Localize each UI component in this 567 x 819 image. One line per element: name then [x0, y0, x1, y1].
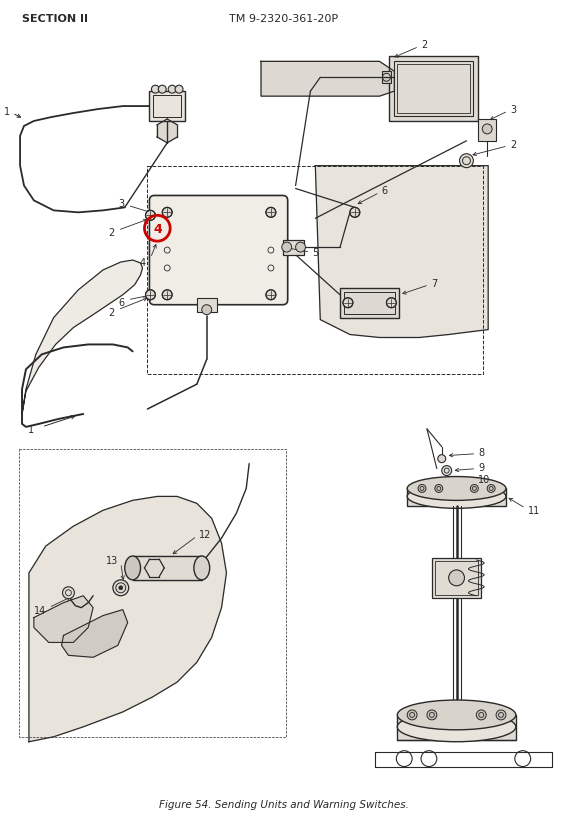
Polygon shape	[29, 497, 226, 742]
Bar	[154, 96, 181, 118]
Text: 13: 13	[105, 555, 118, 565]
Ellipse shape	[407, 477, 506, 500]
Text: SECTION II: SECTION II	[22, 14, 88, 24]
Ellipse shape	[125, 556, 141, 580]
Bar	[382, 72, 391, 84]
Circle shape	[427, 710, 437, 720]
FancyBboxPatch shape	[150, 197, 287, 305]
Circle shape	[282, 243, 291, 253]
Polygon shape	[261, 62, 395, 97]
Bar	[397, 715, 516, 740]
Text: 2: 2	[421, 40, 428, 51]
Circle shape	[387, 298, 396, 308]
Text: Figure 54. Sending Units and Warning Switches.: Figure 54. Sending Units and Warning Swi…	[159, 799, 409, 809]
Bar	[435, 561, 479, 595]
Circle shape	[146, 211, 155, 221]
Text: TM 9-2320-361-20P: TM 9-2320-361-20P	[229, 14, 338, 24]
Circle shape	[471, 485, 479, 493]
Text: 11: 11	[528, 505, 540, 516]
Circle shape	[418, 485, 426, 493]
Text: 12: 12	[199, 530, 211, 540]
Circle shape	[168, 86, 176, 94]
Text: 7: 7	[431, 278, 437, 288]
Circle shape	[266, 291, 276, 301]
Text: 5: 5	[312, 248, 319, 258]
Text: 6: 6	[382, 186, 388, 197]
Text: 6: 6	[119, 297, 125, 307]
Bar	[147, 166, 483, 375]
Text: 8: 8	[479, 447, 484, 457]
Bar	[19, 449, 286, 737]
Text: 4: 4	[139, 258, 146, 268]
Polygon shape	[315, 166, 488, 338]
Bar	[395, 62, 473, 117]
Polygon shape	[22, 260, 142, 414]
Circle shape	[483, 124, 492, 134]
Circle shape	[175, 86, 183, 94]
Ellipse shape	[397, 700, 516, 730]
Text: 2: 2	[109, 307, 115, 317]
Circle shape	[448, 570, 464, 586]
Bar	[340, 288, 399, 319]
Circle shape	[266, 208, 276, 218]
Circle shape	[487, 485, 495, 493]
Circle shape	[119, 586, 123, 590]
Bar	[432, 559, 481, 598]
Circle shape	[435, 485, 443, 493]
Circle shape	[151, 86, 159, 94]
Ellipse shape	[407, 485, 506, 509]
Bar	[150, 92, 185, 122]
Circle shape	[62, 587, 74, 599]
Circle shape	[113, 580, 129, 596]
Text: 1: 1	[28, 424, 34, 434]
Circle shape	[162, 291, 172, 301]
Circle shape	[459, 155, 473, 169]
Circle shape	[407, 710, 417, 720]
Circle shape	[202, 305, 211, 315]
Circle shape	[295, 243, 306, 253]
Circle shape	[350, 208, 360, 218]
Ellipse shape	[194, 556, 210, 580]
Circle shape	[158, 86, 166, 94]
Circle shape	[438, 455, 446, 463]
Circle shape	[162, 208, 172, 218]
Polygon shape	[34, 596, 93, 643]
Bar	[390, 57, 479, 122]
Polygon shape	[157, 120, 177, 143]
Circle shape	[476, 710, 486, 720]
Text: 3: 3	[119, 199, 125, 209]
Text: 14: 14	[33, 605, 46, 615]
Bar	[197, 298, 217, 312]
Text: 2: 2	[510, 139, 516, 150]
Polygon shape	[62, 610, 128, 658]
Text: 3: 3	[510, 105, 516, 115]
Bar	[344, 292, 395, 314]
Bar	[397, 66, 471, 114]
Bar	[479, 120, 496, 142]
Circle shape	[442, 466, 452, 476]
Circle shape	[496, 710, 506, 720]
Ellipse shape	[397, 712, 516, 742]
Bar	[283, 241, 304, 256]
Circle shape	[146, 291, 155, 301]
Text: 1: 1	[4, 107, 10, 117]
Circle shape	[343, 298, 353, 308]
Bar	[407, 489, 506, 507]
Text: 4: 4	[153, 223, 162, 235]
Text: 10: 10	[479, 474, 490, 484]
Text: 2: 2	[109, 228, 115, 238]
Text: 9: 9	[479, 462, 484, 472]
Bar	[133, 556, 202, 580]
